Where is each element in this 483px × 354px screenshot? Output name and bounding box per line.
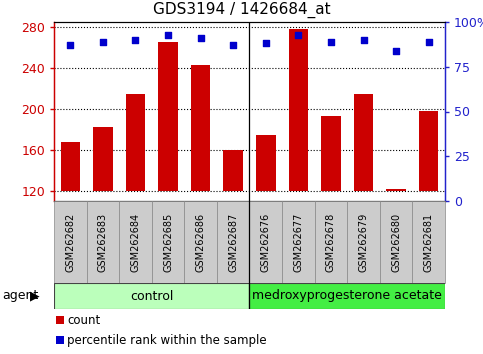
Text: GDS3194 / 1426684_at: GDS3194 / 1426684_at (153, 2, 330, 18)
Bar (54, 201, 86, 283)
Text: GSM262682: GSM262682 (65, 212, 75, 272)
Bar (256, 135, 276, 191)
Bar (314, 201, 347, 283)
Bar (250, 283, 445, 309)
Point (197, 35, 204, 41)
Point (295, 32, 302, 38)
Bar (56, 336, 64, 344)
Text: control: control (130, 290, 173, 303)
Text: GSM262676: GSM262676 (261, 212, 271, 272)
Bar (86, 201, 119, 283)
Bar (56, 316, 64, 324)
Text: GSM262685: GSM262685 (163, 212, 173, 272)
Bar (282, 201, 314, 283)
Text: agent: agent (2, 290, 38, 303)
Text: percentile rank within the sample: percentile rank within the sample (67, 334, 267, 347)
Text: GSM262684: GSM262684 (130, 212, 141, 272)
Text: GSM262678: GSM262678 (326, 212, 336, 272)
Bar (158, 42, 178, 191)
Bar (380, 201, 412, 283)
Bar (412, 201, 445, 283)
Bar (191, 65, 211, 191)
Point (99, 39, 107, 45)
Text: GSM262683: GSM262683 (98, 212, 108, 272)
Point (360, 37, 368, 43)
Bar (185, 201, 217, 283)
Bar (60, 142, 80, 191)
Point (229, 42, 237, 48)
Bar (321, 116, 341, 191)
Bar (419, 111, 439, 191)
Point (327, 39, 335, 45)
Point (392, 48, 400, 53)
Point (262, 41, 270, 46)
Bar (354, 93, 373, 191)
Bar (347, 201, 380, 283)
Point (164, 32, 172, 38)
Text: ▶: ▶ (30, 290, 40, 303)
Bar (93, 127, 113, 191)
Bar (224, 150, 243, 191)
Text: GSM262680: GSM262680 (391, 212, 401, 272)
Point (425, 39, 433, 45)
Bar (119, 201, 152, 283)
Text: GSM262686: GSM262686 (196, 212, 206, 272)
Text: GSM262687: GSM262687 (228, 212, 238, 272)
Point (67, 42, 74, 48)
Text: GSM262679: GSM262679 (358, 212, 369, 272)
Text: GSM262677: GSM262677 (293, 212, 303, 272)
Text: medroxyprogesterone acetate: medroxyprogesterone acetate (252, 290, 442, 303)
Text: count: count (67, 314, 100, 327)
Bar (289, 29, 308, 191)
Bar (250, 201, 282, 283)
Bar (126, 93, 145, 191)
Point (131, 37, 139, 43)
Bar (217, 201, 250, 283)
Bar (386, 189, 406, 191)
Bar (54, 283, 250, 309)
Text: GSM262681: GSM262681 (424, 212, 434, 272)
Bar (152, 201, 185, 283)
